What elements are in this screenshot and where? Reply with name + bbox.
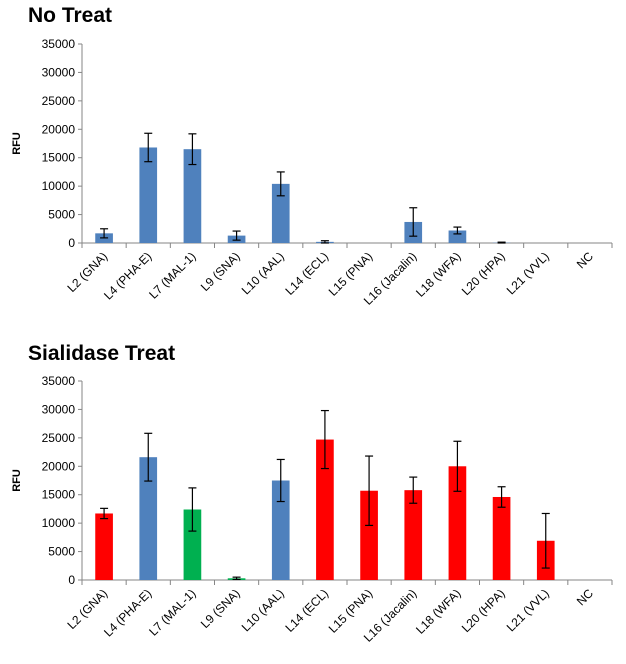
y-tick-label: 15000	[42, 488, 76, 502]
y-tick-label: 10000	[42, 179, 76, 193]
bar-no-treat-2	[183, 149, 202, 243]
category-label-no-treat-9: L20 (HPA)	[459, 249, 508, 298]
bar-sialidase-treat-1	[139, 457, 158, 580]
y-tick-label: 20000	[42, 122, 76, 136]
bar-sialidase-treat-4	[271, 480, 290, 580]
y-tick-label: 35000	[42, 37, 76, 51]
y-tick-label: 0	[68, 573, 75, 587]
y-tick-label: 20000	[42, 459, 76, 473]
category-label-no-treat-5: L14 (ECL)	[282, 249, 331, 298]
chart-title-sialidase-treat: Sialidase Treat	[28, 342, 176, 365]
category-label-sialidase-treat-0: L2 (GNA)	[64, 586, 110, 632]
category-label-sialidase-treat-10: L21 (VVL)	[504, 586, 552, 634]
category-label-sialidase-treat-9: L20 (HPA)	[459, 586, 508, 635]
y-tick-label: 25000	[42, 431, 76, 445]
y-tick-label: 30000	[42, 402, 76, 416]
category-label-no-treat-0: L2 (GNA)	[64, 249, 110, 295]
category-label-no-treat-11: NC	[574, 249, 596, 271]
bar-no-treat-4	[271, 183, 290, 243]
y-axis-label: RFU	[11, 469, 23, 492]
y-tick-label: 25000	[42, 94, 76, 108]
y-axis-label: RFU	[11, 132, 23, 155]
category-label-sialidase-treat-1: L4 (PHA-E)	[101, 586, 154, 639]
category-label-sialidase-treat-8: L18 (WFA)	[413, 586, 463, 636]
category-label-sialidase-treat-4: L10 (AAL)	[239, 586, 287, 634]
bar-sialidase-treat-5	[316, 439, 334, 580]
y-tick-label: 15000	[42, 151, 76, 165]
category-label-sialidase-treat-3: L9 (SNA)	[198, 586, 243, 631]
category-label-no-treat-4: L10 (AAL)	[239, 249, 287, 297]
y-tick-label: 5000	[48, 208, 75, 222]
chart-title-no-treat: No Treat	[28, 4, 113, 27]
bar-sialidase-treat-8	[448, 466, 467, 580]
bar-no-treat-8	[448, 230, 467, 243]
bar-sialidase-treat-2	[183, 509, 202, 580]
y-tick-label: 35000	[42, 374, 76, 388]
category-label-no-treat-10: L21 (VVL)	[504, 249, 552, 297]
bar-no-treat-1	[139, 147, 158, 243]
y-tick-label: 10000	[42, 516, 76, 530]
y-tick-label: 0	[68, 236, 75, 250]
category-label-sialidase-treat-11: NC	[574, 586, 596, 608]
category-label-no-treat-2: L7 (MAL-1)	[146, 249, 198, 301]
bar-sialidase-treat-9	[492, 496, 511, 580]
category-label-no-treat-1: L4 (PHA-E)	[101, 249, 154, 302]
category-label-sialidase-treat-2: L7 (MAL-1)	[146, 586, 198, 638]
category-label-no-treat-8: L18 (WFA)	[413, 249, 463, 299]
bar-sialidase-treat-6	[360, 490, 378, 580]
category-label-sialidase-treat-5: L14 (ECL)	[282, 586, 331, 635]
bar-sialidase-treat-7	[404, 490, 423, 580]
y-tick-label: 5000	[48, 545, 75, 559]
category-label-no-treat-3: L9 (SNA)	[198, 249, 243, 294]
bar-sialidase-treat-0	[95, 513, 113, 580]
y-tick-label: 30000	[42, 65, 76, 79]
